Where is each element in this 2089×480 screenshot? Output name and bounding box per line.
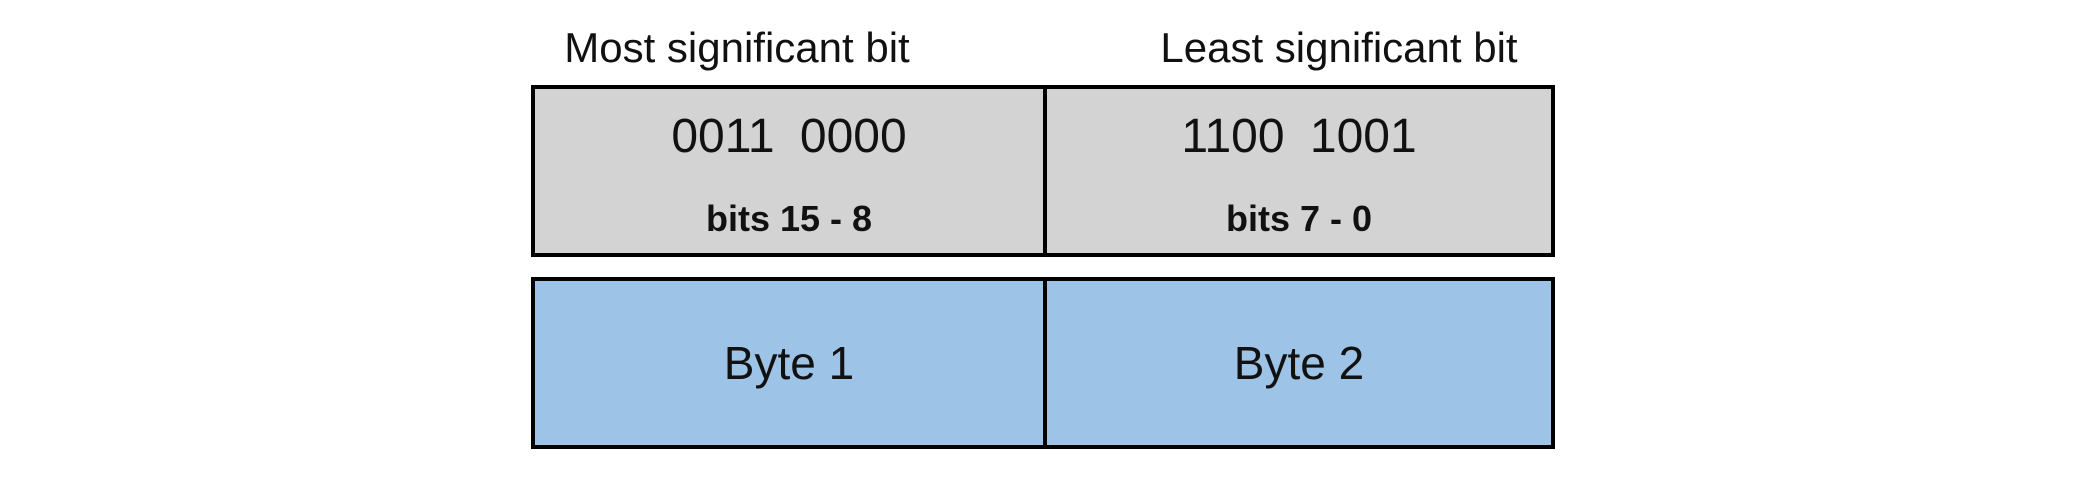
byte2-label: Byte 2	[1233, 337, 1365, 389]
low-byte-bits-range: bits 7 - 0	[1225, 197, 1373, 239]
byte1-cell: Byte 1	[535, 281, 1043, 445]
high-byte-binary-value: 0011 0000	[671, 110, 907, 164]
diagram-body: Most significant bit Least significant b…	[531, 0, 1555, 449]
byte1-label: Byte 1	[723, 337, 855, 389]
high-byte-cell: 0011 0000 bits 15 - 8	[535, 89, 1043, 253]
bit-significance-labels: Most significant bit Least significant b…	[531, 0, 1555, 85]
msb-label-cell: Most significant bit	[531, 0, 1043, 85]
lsb-label: Least significant bit	[1160, 23, 1518, 71]
bits-register-box: 0011 0000 bits 15 - 8 1100 1001 bits 7 -…	[531, 85, 1555, 257]
high-byte-bits-range: bits 15 - 8	[705, 197, 873, 239]
bytes-box: Byte 1 Byte 2	[531, 277, 1555, 449]
msb-label: Most significant bit	[564, 23, 910, 71]
lsb-label-cell: Least significant bit	[1043, 0, 1555, 85]
low-byte-cell: 1100 1001 bits 7 - 0	[1043, 89, 1551, 253]
low-byte-binary-value: 1100 1001	[1181, 110, 1417, 164]
byte2-cell: Byte 2	[1043, 281, 1551, 445]
